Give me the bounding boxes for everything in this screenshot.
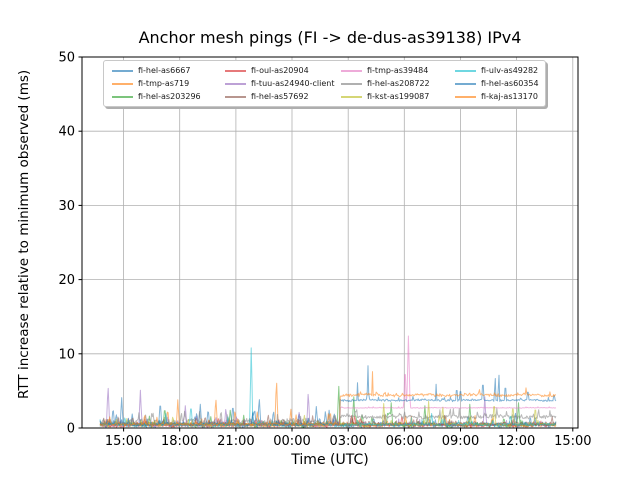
- legend-item-fi-tmp-as39484: fi-tmp-as39484: [341, 65, 428, 77]
- legend: fi-hel-as6667 fi-tmp-as719 fi-hel-as203296…: [103, 60, 546, 107]
- legend-item-fi-ulv-as49282: fi-ulv-as49282: [455, 65, 538, 77]
- x-axis-label: Time (UTC): [291, 452, 369, 468]
- chart-title: Anchor mesh pings (FI -> de-dus-as39138)…: [138, 28, 522, 47]
- legend-line-swatch: [112, 96, 133, 99]
- y-tick-label-20: 20: [58, 273, 75, 288]
- x-tick-label-18:00: 18:00: [161, 434, 198, 449]
- legend-line-swatch: [225, 83, 246, 86]
- legend-item-fi-tuu-as24940-client: fi-tuu-as24940-client: [225, 78, 334, 90]
- legend-line-swatch: [455, 83, 476, 86]
- y-tick-label-0: 0: [67, 422, 75, 437]
- legend-item-fi-kaj-as13170: fi-kaj-as13170: [455, 91, 538, 103]
- legend-label: fi-hel-as6667: [138, 66, 191, 75]
- legend-label: fi-ulv-as49282: [481, 66, 539, 75]
- y-tick-label-10: 10: [58, 347, 75, 362]
- legend-label: fi-hel-as203296: [138, 92, 201, 102]
- legend-line-swatch: [341, 83, 362, 86]
- legend-line-swatch: [455, 70, 476, 72]
- legend-label: fi-tmp-as719: [138, 79, 190, 89]
- legend-item-fi-hel-as6667: fi-hel-as6667: [112, 65, 190, 77]
- legend-line-swatch: [341, 70, 362, 72]
- legend-label: fi-kaj-as13170: [481, 92, 538, 102]
- legend-line-swatch: [225, 96, 246, 99]
- legend-label: fi-tuu-as24940-client: [251, 79, 335, 89]
- legend-line-swatch: [341, 96, 362, 99]
- legend-label: fi-kst-as199087: [367, 92, 430, 102]
- x-tick-label-03:00: 03:00: [329, 434, 366, 449]
- legend-item-fi-oul-as20904: fi-oul-as20904: [225, 65, 309, 77]
- legend-item-fi-hel-as57692: fi-hel-as57692: [225, 91, 309, 103]
- legend-line-swatch: [112, 70, 133, 72]
- legend-line-swatch: [112, 83, 133, 86]
- plot-border: [81, 56, 579, 429]
- legend-label: fi-hel-as60354: [481, 79, 539, 89]
- legend-label: fi-hel-as208722: [367, 79, 430, 89]
- legend-label: fi-tmp-as39484: [367, 66, 429, 75]
- series-line-fi-kaj-as13170: [99, 371, 557, 427]
- legend-item-fi-tmp-as719: fi-tmp-as719: [112, 78, 189, 90]
- x-tick-label-15:00: 15:00: [105, 434, 142, 449]
- legend-label: fi-oul-as20904: [251, 66, 309, 75]
- legend-line-swatch: [225, 70, 246, 72]
- x-tick-label-00:00: 00:00: [273, 434, 310, 449]
- y-tick-label-50: 50: [58, 51, 75, 66]
- y-axis-label: RTT increase relative to minimum observe…: [16, 69, 32, 399]
- x-tick-label-06:00: 06:00: [386, 434, 423, 449]
- x-tick-label-09:00: 09:00: [442, 434, 479, 449]
- legend-label: fi-hel-as57692: [251, 92, 309, 102]
- x-tick-label-12:00: 12:00: [498, 434, 535, 449]
- y-tick-label-40: 40: [58, 125, 75, 140]
- x-tick-label-15:00: 15:00: [554, 434, 591, 449]
- legend-item-fi-kst-as199087: fi-kst-as199087: [341, 91, 429, 103]
- x-tick-label-21:00: 21:00: [217, 434, 254, 449]
- legend-item-fi-hel-as203296: fi-hel-as203296: [112, 91, 201, 103]
- legend-item-fi-hel-as208722: fi-hel-as208722: [341, 78, 430, 90]
- y-tick-label-30: 30: [58, 199, 75, 214]
- legend-line-swatch: [455, 96, 476, 99]
- legend-item-fi-hel-as60354: fi-hel-as60354: [455, 78, 539, 90]
